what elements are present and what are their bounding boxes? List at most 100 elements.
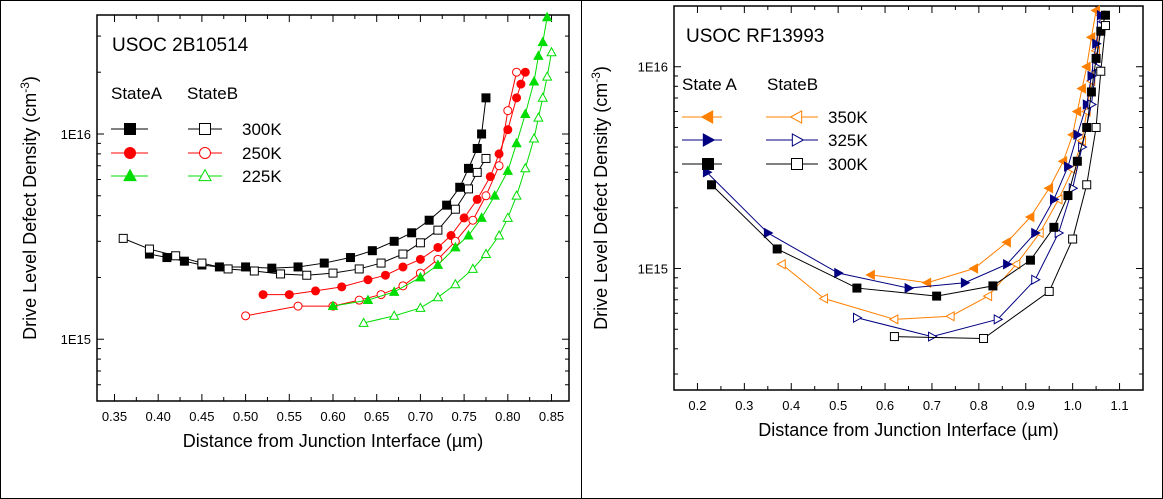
data-point: [472, 167, 482, 177]
chart-usoc-rf13993: USOC RF13993 Distance from Junction Inte…: [589, 5, 1144, 440]
data-point: [407, 228, 417, 238]
data-point: [398, 262, 408, 272]
data-point: [415, 238, 425, 248]
data-point: [1100, 10, 1110, 20]
legend-marker-state-b: [791, 158, 803, 170]
x-tick-label: 1.1: [1111, 398, 1129, 413]
data-point: [337, 282, 347, 292]
data-point: [424, 215, 434, 225]
data-point: [520, 108, 531, 119]
data-point: [376, 258, 386, 268]
series-line: [856, 25, 1102, 338]
data-point: [380, 270, 390, 280]
data-point: [1031, 227, 1041, 239]
data-series-right: [702, 5, 1110, 343]
x-tick-label: 0.60: [320, 409, 345, 424]
data-point: [293, 262, 303, 272]
x-tick-label: 0.45: [189, 409, 214, 424]
data-point: [481, 153, 491, 163]
x-tick-label: 0.9: [1017, 398, 1035, 413]
data-point: [1071, 106, 1082, 117]
series-stateb-225k: [358, 46, 557, 327]
data-point: [982, 290, 993, 302]
legend-label-250k: 250K: [242, 144, 282, 163]
data-point: [852, 283, 862, 293]
x-tick-label: 0.65: [364, 409, 389, 424]
data-point: [979, 333, 989, 343]
y-axis-label-main: Drive Level Defect Density (cm: [591, 83, 611, 330]
data-point: [302, 270, 312, 280]
data-point: [463, 229, 474, 240]
data-point: [960, 277, 971, 289]
series-line: [781, 15, 1102, 320]
data-point: [904, 282, 915, 294]
x-axis-label-left: Distance from Junction Interface (µm): [183, 431, 483, 451]
data-point: [241, 311, 251, 321]
legend-marker-state-b: [199, 123, 211, 135]
data-point: [1082, 99, 1093, 110]
data-point: [398, 249, 408, 259]
data-point: [241, 262, 251, 272]
data-point: [1068, 234, 1078, 244]
legend-markers-left: [111, 123, 222, 182]
data-point: [476, 212, 487, 222]
data-point: [415, 254, 425, 264]
data-point: [541, 71, 553, 81]
data-point: [363, 275, 373, 285]
data-point: [1010, 258, 1021, 270]
legend-label-300k: 300K: [242, 120, 282, 139]
data-point: [345, 253, 355, 263]
data-point: [1003, 258, 1013, 270]
data-point: [1073, 129, 1083, 141]
data-point: [1076, 83, 1086, 94]
data-point: [467, 263, 479, 273]
data-point: [502, 212, 514, 222]
chart-usoc-2b10514: USOC 2B10514 Distance from Junction Inte…: [18, 11, 570, 451]
legend-marker-state-b: [789, 110, 803, 124]
data-point: [921, 277, 932, 289]
legend-header-state-b: StateB: [767, 75, 818, 94]
data-point: [171, 251, 181, 261]
data-point: [541, 11, 553, 22]
series-stateb-300k: [889, 21, 1110, 343]
data-point: [1072, 156, 1082, 166]
axis-ticks-right: 0.2 0.3 0.4 0.5 0.6 0.7 0.8 0.9 1.0 1.1 1E15 1E16: [638, 5, 1143, 413]
data-point: [284, 290, 294, 300]
y-axis-label-sup: -3: [18, 82, 32, 93]
legend-marker-state-a: [700, 110, 714, 124]
data-point: [450, 204, 460, 214]
data-point: [932, 291, 942, 301]
data-point: [1043, 182, 1054, 194]
data-point: [477, 129, 487, 139]
data-point: [945, 311, 955, 322]
y-tick-label: 1E15: [638, 262, 668, 277]
data-point: [502, 165, 514, 175]
data-point: [512, 93, 522, 103]
data-point: [528, 75, 540, 86]
data-point: [432, 291, 444, 302]
series-stateb-300k: [118, 153, 491, 280]
data-point: [1082, 122, 1092, 132]
series-statea-225k: [327, 11, 553, 311]
series-line: [363, 52, 553, 324]
chart-title-left: USOC 2B10514: [112, 35, 249, 56]
legend-marker-state-a: [702, 133, 716, 147]
data-point: [853, 312, 863, 324]
data-point: [537, 92, 549, 102]
legend-marker-state-a: [702, 158, 714, 170]
data-point: [1081, 61, 1091, 72]
data-point: [480, 248, 492, 258]
axis-ticks-left: 0.35 0.40 0.45 0.50 0.55 0.60 0.65 0.70 0.75 0.80…: [61, 15, 569, 424]
x-tick-label: 0.85: [539, 409, 564, 424]
data-point: [516, 79, 526, 89]
data-point: [528, 132, 540, 143]
data-point: [481, 93, 491, 103]
legend-header-state-a: State A: [682, 75, 737, 94]
data-point: [511, 190, 522, 200]
data-point: [1024, 211, 1035, 223]
x-tick-label: 0.75: [451, 409, 476, 424]
data-point: [311, 286, 321, 296]
data-point: [1049, 194, 1060, 205]
data-point: [988, 281, 998, 291]
data-point: [1044, 286, 1054, 296]
